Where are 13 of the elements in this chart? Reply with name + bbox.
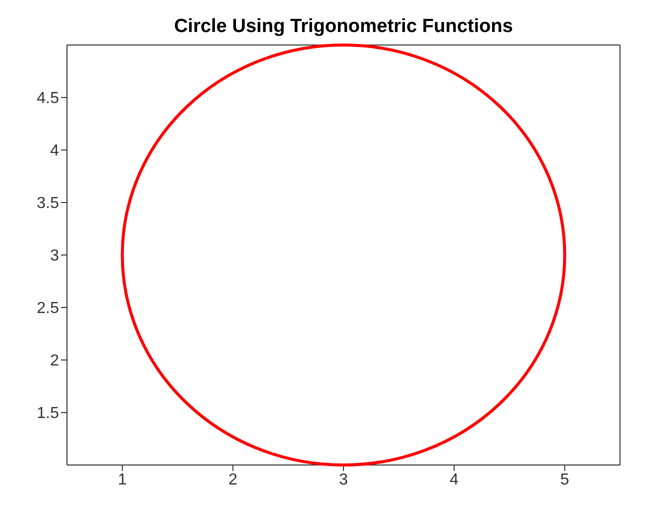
- y-tick-label: 2: [50, 352, 60, 370]
- y-tick-label: 3: [50, 248, 60, 265]
- chart-title: Circle Using Trigonometric Functions: [173, 16, 514, 38]
- y-tick-label: 2.5: [36, 300, 60, 318]
- x-tick-label: 3: [339, 471, 348, 488]
- y-tick-label: 4: [50, 142, 60, 160]
- x-tick-label: 1: [118, 471, 127, 488]
- x-tick-label: 5: [560, 471, 570, 488]
- x-tick-label: 2: [228, 471, 238, 488]
- x-tick-label: 4: [450, 471, 459, 488]
- y-tick-label: 4.5: [36, 90, 60, 108]
- y-tick-label: 3.5: [36, 195, 60, 212]
- y-tick-label: 1.5: [36, 405, 60, 422]
